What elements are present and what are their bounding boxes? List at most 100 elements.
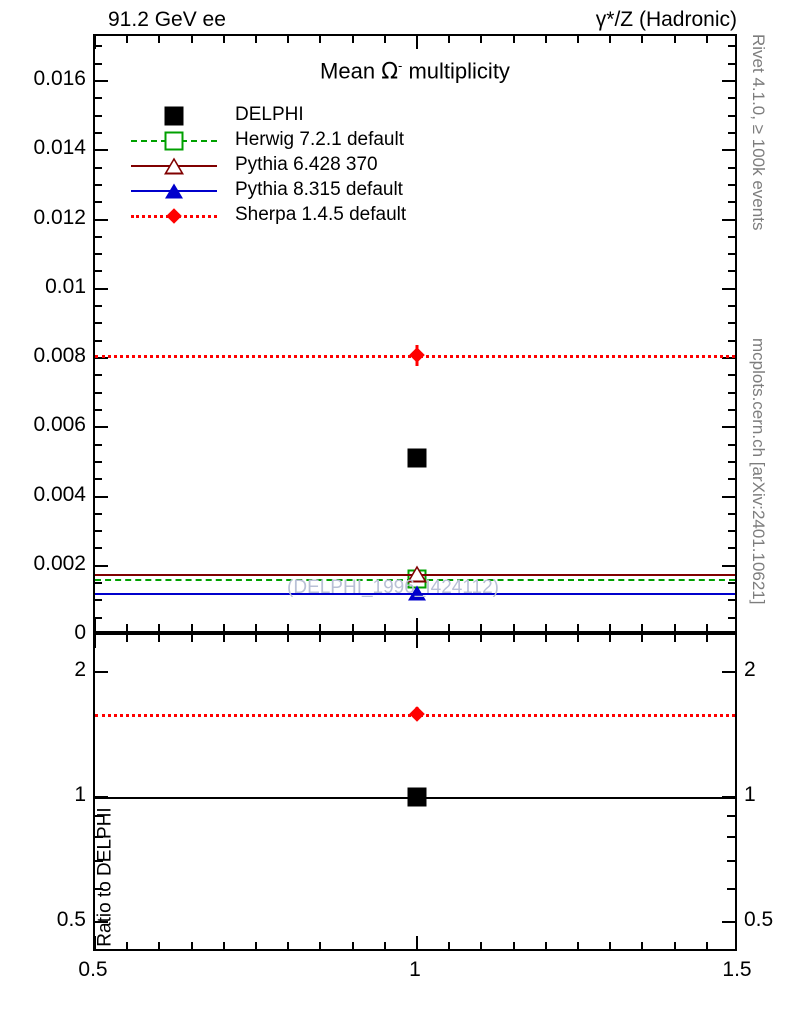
ratio-x-minor-tick [544,635,547,642]
main-x-major-tick [95,36,96,49]
main-y-tick-label: 0.014 [33,136,86,160]
main-y-minor-tick [728,114,735,117]
ratio-x-minor-tick [126,635,129,642]
legend-key [131,129,217,154]
ratio-y-tick-label: 0.5 [56,907,86,931]
main-y-minor-tick [95,374,102,377]
main-x-minor-tick [480,624,483,631]
main-x-minor-tick [448,36,451,43]
marker-diamond-filled [166,208,182,224]
ratio-x-minor-tick [158,635,161,642]
plot-title: Mean Ω- multiplicity [93,58,737,84]
mcplots-source-caption: mcplots.cern.ch [arXiv:2401.10621] [749,338,768,605]
main-y-minor-tick [95,131,102,134]
main-y-minor-tick [728,131,735,134]
ratio-x-minor-tick [351,635,354,642]
main-y-minor-tick [728,339,735,342]
main-y-minor-tick [95,305,102,308]
ratio-x-minor-tick [448,635,451,642]
main-y-minor-tick [95,443,102,446]
ratio-x-minor-tick [512,942,515,949]
ratio-y-tick-label: 2 [74,657,86,681]
ratio-x-minor-tick [158,942,161,949]
main-x-minor-tick [383,36,386,43]
main-y-minor-tick [728,547,735,550]
ratio-x-minor-tick [705,942,708,949]
ratio-x-major-tick [416,936,418,949]
main-y-minor-tick [95,339,102,342]
main-x-minor-tick [287,624,290,631]
ratio-y-tick-label-right: 2 [744,657,756,681]
ratio-y-tick-label: 1 [74,782,86,806]
main-y-minor-tick [728,201,735,204]
ratio-x-minor-tick [544,942,547,949]
main-y-minor-tick [95,599,102,602]
main-y-minor-tick [728,305,735,308]
ratio-y-major-tick [722,670,735,673]
x-axis-tick-label: 1.5 [722,958,752,981]
main-y-minor-tick [95,322,102,325]
main-y-minor-tick [95,166,102,169]
main-y-minor-tick [728,166,735,169]
ratio-x-minor-tick [190,942,193,949]
marker-diamond-filled [409,705,425,722]
x-axis-tick-label: 1 [409,958,421,981]
main-plot-area [95,36,735,631]
main-y-minor-tick [728,391,735,394]
main-x-minor-tick [641,624,644,631]
marker-triangle-open [164,157,184,175]
main-x-minor-tick [448,624,451,631]
process-label: γ*/Z (Hadronic) [595,8,737,31]
main-y-minor-tick [728,235,735,238]
main-x-minor-tick [609,36,612,43]
ratio-x-minor-tick [480,942,483,949]
main-y-minor-tick [728,322,735,325]
main-x-minor-tick [255,624,257,631]
main-y-minor-tick [728,599,735,602]
ratio-x-minor-tick [512,635,515,642]
main-x-minor-tick [158,36,161,43]
marker-square-open [164,131,184,151]
legend-key [131,154,217,179]
ratio-x-minor-tick [190,635,193,642]
main-y-minor-tick [95,478,102,481]
ratio-x-minor-tick [609,635,612,642]
main-y-minor-tick [728,253,735,256]
legend-label: Sherpa 1.4.5 default [235,204,407,225]
main-y-major-tick [722,426,735,429]
main-y-minor-tick [95,547,102,550]
ratio-y-minor-tick [727,814,735,817]
main-x-major-tick [416,618,418,631]
main-y-minor-tick [95,582,102,585]
main-y-minor-tick [728,478,735,481]
main-y-major-tick [722,495,735,498]
main-y-tick-label: 0.008 [33,344,86,367]
main-y-major-tick [95,149,108,152]
ratio-x-minor-tick [255,942,257,949]
main-y-tick-label: 0.016 [33,67,86,90]
ratio-y-major-tick [722,920,735,923]
main-y-minor-tick [95,235,102,238]
legend-label: Pythia 8.315 default [235,179,403,200]
main-y-minor-tick [95,114,102,117]
marker-square-filled [407,448,427,468]
main-y-minor-tick [95,408,102,411]
main-x-minor-tick [705,624,708,631]
charge-superscript: - [398,58,403,73]
main-x-minor-tick [577,36,579,43]
x-axis-tick-label: 0.5 [78,958,108,981]
ratio-x-minor-tick [577,942,579,949]
ratio-x-minor-tick [641,635,644,642]
main-x-minor-tick [222,36,225,43]
main-y-major-tick [95,426,108,429]
main-y-major-tick [95,495,108,498]
main-y-tick-label: 0.006 [33,413,86,437]
ratio-y-tick-label-right: 0.5 [744,907,774,931]
main-y-minor-tick [728,582,735,585]
rivet-version-caption: Rivet 4.1.0, ≥ 100k events [749,34,768,231]
main-x-minor-tick [512,36,515,43]
main-x-minor-tick [705,36,708,43]
ratio-y-minor-tick [727,887,735,890]
main-x-minor-tick [544,36,547,43]
legend-label: Herwig 7.2.1 default [235,129,404,150]
